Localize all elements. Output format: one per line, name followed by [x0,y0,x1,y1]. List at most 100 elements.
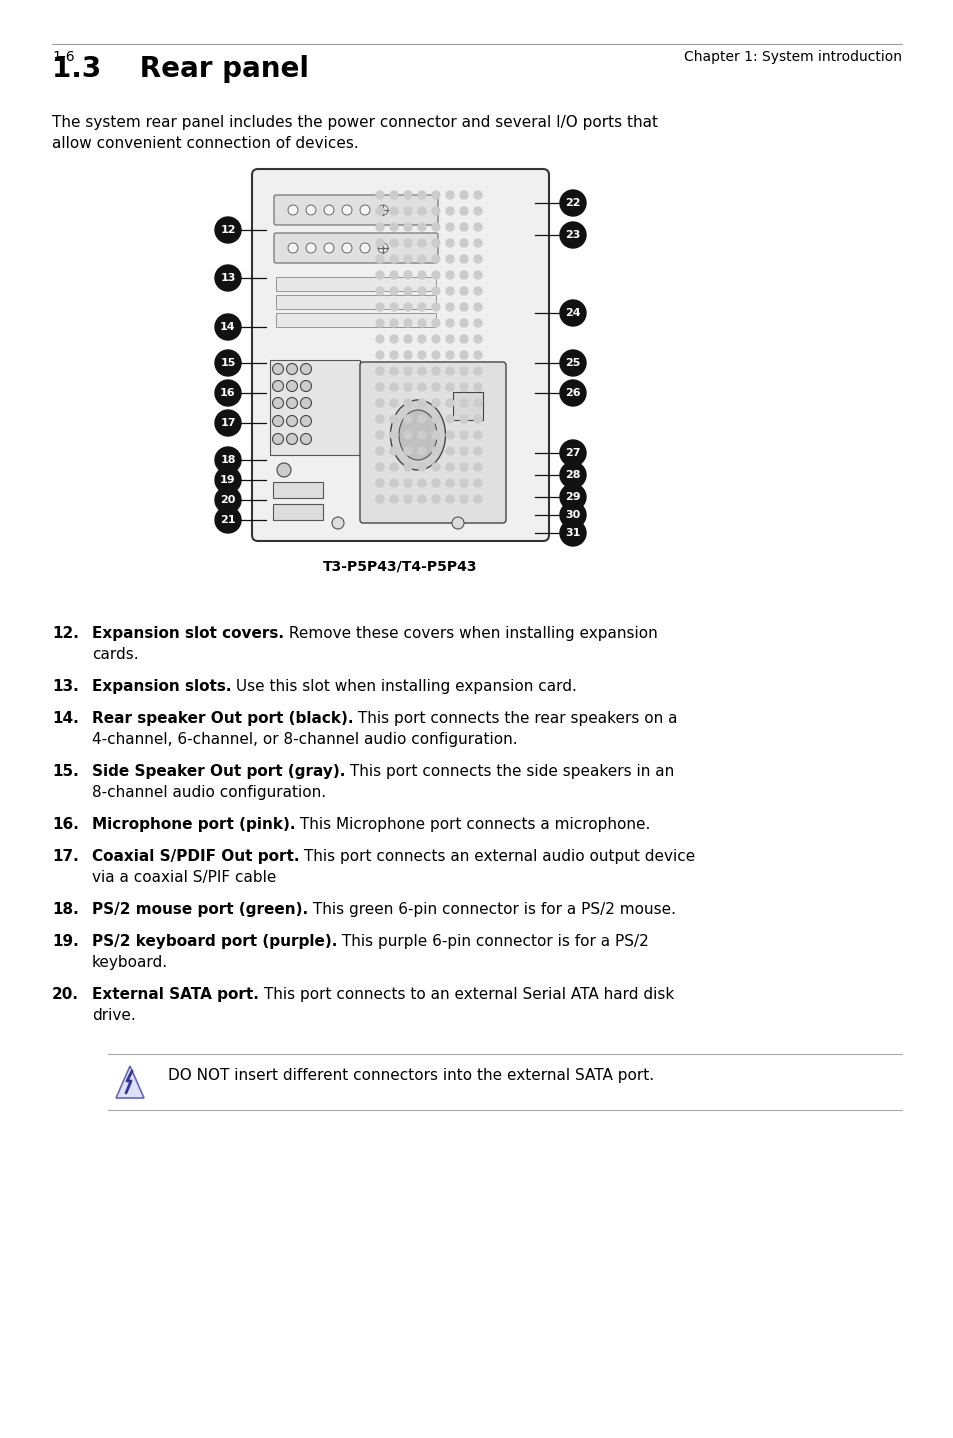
Bar [453,393,482,420]
Circle shape [390,335,397,344]
Circle shape [390,288,397,295]
Circle shape [452,518,463,529]
Circle shape [432,398,439,407]
Circle shape [375,303,384,311]
Text: 23: 23 [565,230,580,240]
Circle shape [474,479,481,487]
Text: Chapter 1: System introduction: Chapter 1: System introduction [683,50,901,65]
Circle shape [273,364,283,374]
Circle shape [459,223,468,232]
Ellipse shape [398,410,436,460]
Circle shape [432,288,439,295]
Circle shape [375,288,384,295]
Circle shape [446,288,454,295]
Text: 20.: 20. [52,986,79,1002]
Circle shape [390,398,397,407]
Text: 29: 29 [564,492,580,502]
Circle shape [417,398,426,407]
Bar [273,503,323,521]
Circle shape [375,479,384,487]
Circle shape [390,431,397,439]
Circle shape [273,381,283,391]
Text: This purple 6-pin connector is for a PS/2: This purple 6-pin connector is for a PS/… [337,935,648,949]
Text: This port connects the rear speakers on a: This port connects the rear speakers on … [354,710,678,726]
Circle shape [286,397,297,408]
Circle shape [474,255,481,263]
Circle shape [459,351,468,360]
Text: 1-6: 1-6 [52,50,74,65]
Text: Expansion slot covers.: Expansion slot covers. [91,626,284,641]
Circle shape [300,416,312,427]
Circle shape [432,383,439,391]
Circle shape [459,383,468,391]
Circle shape [474,416,481,423]
Circle shape [459,416,468,423]
Text: 27: 27 [565,449,580,457]
Circle shape [474,431,481,439]
Circle shape [417,239,426,247]
Circle shape [446,239,454,247]
Circle shape [390,383,397,391]
Circle shape [375,416,384,423]
Circle shape [432,191,439,198]
Circle shape [432,335,439,344]
Text: 30: 30 [565,510,580,521]
Text: PS/2 keyboard port (purple).: PS/2 keyboard port (purple). [91,935,337,949]
Circle shape [474,351,481,360]
Text: Rear speaker Out port (black).: Rear speaker Out port (black). [91,710,354,726]
Circle shape [446,351,454,360]
Circle shape [403,383,412,391]
Circle shape [474,463,481,472]
Text: 4-channel, 6-channel, or 8-channel audio configuration.: 4-channel, 6-channel, or 8-channel audio… [91,732,517,746]
Text: 20: 20 [220,495,235,505]
Circle shape [273,397,283,408]
Text: 19.: 19. [52,935,79,949]
Circle shape [417,319,426,326]
Circle shape [390,270,397,279]
Circle shape [459,239,468,247]
Circle shape [403,351,412,360]
Circle shape [377,206,388,216]
Circle shape [459,303,468,311]
Circle shape [390,223,397,232]
Text: This port connects to an external Serial ATA hard disk: This port connects to an external Serial… [258,986,674,1002]
Circle shape [432,207,439,216]
Circle shape [403,447,412,454]
Circle shape [390,495,397,503]
Circle shape [446,383,454,391]
Circle shape [375,398,384,407]
Circle shape [403,431,412,439]
Circle shape [214,265,241,290]
Circle shape [446,431,454,439]
Circle shape [459,335,468,344]
Circle shape [288,206,297,216]
Circle shape [403,223,412,232]
Circle shape [474,239,481,247]
Text: Remove these covers when installing expansion: Remove these covers when installing expa… [284,626,657,641]
Circle shape [432,416,439,423]
Text: T3-P5P43/T4-P5P43: T3-P5P43/T4-P5P43 [323,559,477,572]
Circle shape [417,383,426,391]
Circle shape [446,255,454,263]
Circle shape [214,349,241,375]
Bar [275,313,436,326]
Ellipse shape [390,400,445,470]
Circle shape [214,487,241,513]
Circle shape [375,207,384,216]
Circle shape [341,206,352,216]
Circle shape [403,479,412,487]
Circle shape [459,255,468,263]
Circle shape [559,349,585,375]
Circle shape [375,447,384,454]
Circle shape [459,463,468,472]
Circle shape [559,380,585,406]
Circle shape [214,508,241,533]
Circle shape [446,335,454,344]
Text: 18: 18 [220,454,235,464]
Circle shape [359,243,370,253]
Circle shape [214,467,241,493]
Text: drive.: drive. [91,1008,135,1022]
Circle shape [403,207,412,216]
Circle shape [432,495,439,503]
Text: 31: 31 [565,528,580,538]
